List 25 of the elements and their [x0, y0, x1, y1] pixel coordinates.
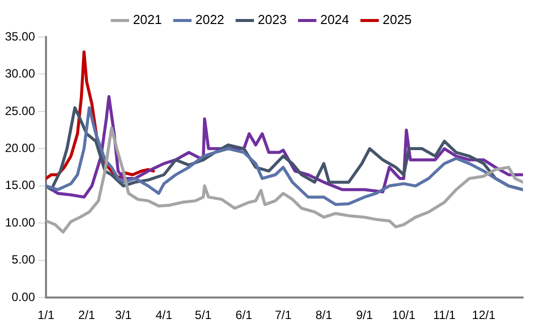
legend-label: 2021 — [132, 12, 162, 28]
x-tick-label: 8/1 — [315, 308, 332, 322]
x-tick-label: 12/1 — [472, 308, 496, 322]
y-tick-label: 25.00 — [5, 104, 36, 118]
y-tick-label: 15.00 — [5, 178, 36, 192]
x-tick-label: 5/1 — [194, 308, 212, 322]
y-tick-label: 30.00 — [5, 66, 36, 81]
legend-label: 2024 — [320, 12, 350, 28]
y-tick-label: 35.00 — [5, 29, 36, 44]
y-tick-label: 10.00 — [5, 215, 36, 230]
x-tick-label: 9/1 — [356, 308, 374, 322]
x-tick-label: 11/1 — [433, 308, 456, 322]
x-tick-label: 2/1 — [78, 308, 96, 322]
x-tick-label: 1/1 — [38, 308, 55, 322]
x-tick-label: 6/1 — [236, 308, 253, 322]
x-tick-label: 7/1 — [274, 308, 292, 322]
y-tick-label: 20.00 — [5, 141, 36, 155]
x-tick-label: 10/1 — [392, 308, 416, 322]
legend-label: 2023 — [258, 12, 287, 28]
x-tick-label: 3/1 — [114, 308, 132, 322]
y-tick-label: 5.00 — [12, 252, 36, 267]
x-tick-label: 4/1 — [156, 308, 173, 322]
legend-label: 2022 — [195, 12, 224, 28]
legend-label: 2025 — [382, 12, 412, 28]
y-tick-label: 0.00 — [12, 290, 36, 304]
